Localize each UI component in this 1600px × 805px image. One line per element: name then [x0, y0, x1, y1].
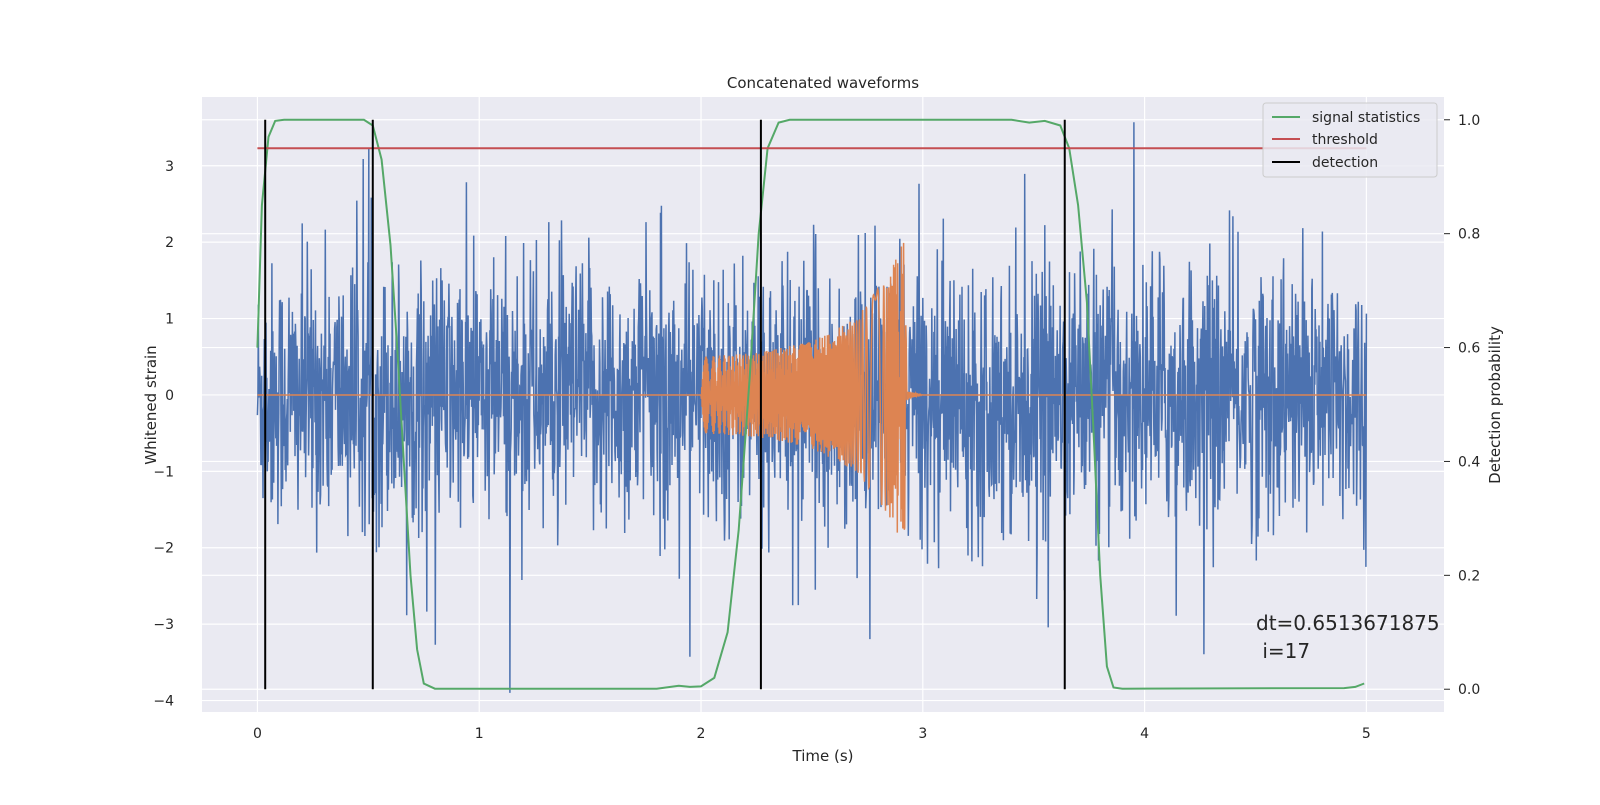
annotation-i: i=17: [1256, 639, 1310, 663]
x-tick-label: 3: [918, 726, 927, 742]
legend-label-signal-statistics: signal statistics: [1312, 110, 1420, 126]
series-layer: [256, 118, 1368, 693]
y-tick-label-left: 0: [165, 388, 174, 404]
x-tick-label: 4: [1140, 726, 1149, 742]
y-tick-label-left: 3: [165, 159, 174, 175]
x-tick-label: 1: [475, 726, 484, 742]
ticks: 0 1 2 3 4 5 −4 −3 −2 −1 0 1 2 3 0.0 0.2 0.4 0.6 0.8 1.0: [153, 113, 1480, 742]
chart-title: Concatenated waveforms: [727, 74, 919, 92]
y-tick-label-right: 0.4: [1458, 454, 1480, 470]
y-tick-label-left: 1: [165, 312, 174, 328]
legend-label-threshold: threshold: [1312, 132, 1378, 148]
legend: signal statistics threshold detection: [1262, 102, 1438, 178]
y-tick-label-right: 1.0: [1458, 113, 1480, 129]
y-tick-label-left: −4: [153, 694, 174, 710]
legend-box: [1262, 102, 1438, 178]
y-tick-label-left: 2: [165, 235, 174, 251]
y-tick-label-right: 0.6: [1458, 341, 1480, 357]
y-tick-label-left: −3: [153, 617, 174, 633]
annotation-dt: dt=0.6513671875: [1256, 611, 1440, 635]
x-tick-label: 5: [1362, 726, 1371, 742]
y-tick-label-left: −2: [153, 541, 174, 557]
y-tick-label-right: 0.0: [1458, 682, 1480, 698]
y-axis-label-left: Whitened strain: [142, 345, 160, 464]
y-axis-label-right: Detection probability: [1486, 326, 1504, 484]
y-tick-label-right: 0.8: [1458, 227, 1480, 243]
x-tick-label: 2: [697, 726, 706, 742]
x-axis-label: Time (s): [792, 747, 854, 765]
x-tick-label: 0: [253, 726, 262, 742]
legend-label-detection: detection: [1312, 155, 1378, 171]
series-injected-chirp-line: [257, 242, 1367, 533]
y-tick-label-right: 0.2: [1458, 568, 1480, 584]
series-signal-statistics-line: [256, 118, 1365, 690]
y-tick-label-left: −1: [153, 464, 174, 480]
